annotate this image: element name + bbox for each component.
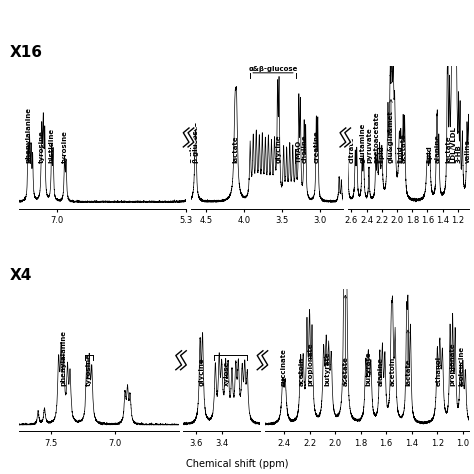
Text: propionate: propionate — [308, 343, 314, 386]
Text: acetate: acetate — [342, 356, 348, 386]
Text: lipid: lipid — [397, 146, 403, 164]
Text: propionate: propionate — [450, 343, 456, 386]
Text: butyrate: butyrate — [324, 351, 330, 386]
Text: acetate: acetate — [401, 134, 407, 164]
Text: citrate: citrate — [348, 137, 355, 164]
Text: tyrosine: tyrosine — [62, 130, 68, 164]
Text: LDL/VLDL: LDL/VLDL — [450, 127, 456, 164]
Text: succinate: succinate — [281, 348, 287, 386]
Text: α-glucose: α-glucose — [189, 125, 195, 164]
Text: glu&gln&met: glu&gln&met — [388, 110, 394, 164]
Text: phenylalanine: phenylalanine — [61, 330, 67, 386]
Text: tyrosine: tyrosine — [39, 130, 45, 164]
Text: choline: choline — [302, 135, 308, 164]
Text: creatine: creatine — [314, 130, 320, 164]
Text: lactate: lactate — [405, 358, 411, 386]
Text: X4: X4 — [9, 268, 32, 283]
Text: pyruvate: pyruvate — [367, 128, 373, 164]
Text: ethanol: ethanol — [436, 356, 442, 386]
Text: butyrate: butyrate — [365, 351, 371, 386]
Text: alanine: alanine — [378, 357, 384, 386]
Text: histidine: histidine — [49, 128, 55, 164]
Text: X16: X16 — [9, 45, 43, 60]
Text: β-glucose: β-glucose — [192, 125, 199, 164]
Text: glycine: glycine — [198, 357, 204, 386]
Text: xylose: xylose — [224, 361, 230, 386]
Text: lactate: lactate — [233, 136, 239, 164]
Text: alanine: alanine — [434, 134, 440, 164]
Text: lactate: lactate — [445, 136, 451, 164]
Text: acetoacetate: acetoacetate — [374, 112, 380, 164]
Text: lipid: lipid — [378, 146, 384, 164]
Text: isoleucine: isoleucine — [458, 346, 465, 386]
Text: tyrosine: tyrosine — [86, 353, 92, 386]
Text: glycine: glycine — [275, 135, 281, 164]
Text: valine: valine — [465, 139, 471, 164]
Text: acetoin: acetoin — [299, 357, 305, 386]
Text: α&β-glucose: α&β-glucose — [248, 65, 298, 72]
Text: glutamine: glutamine — [360, 123, 366, 164]
Text: TMAO: TMAO — [296, 140, 302, 164]
Text: lipid: lipid — [426, 146, 432, 164]
Text: 3-HB: 3-HB — [456, 145, 462, 164]
Text: Chemical shift (ppm): Chemical shift (ppm) — [186, 459, 288, 469]
Text: acetoin: acetoin — [390, 357, 396, 386]
Text: phenylalanine: phenylalanine — [25, 107, 31, 164]
